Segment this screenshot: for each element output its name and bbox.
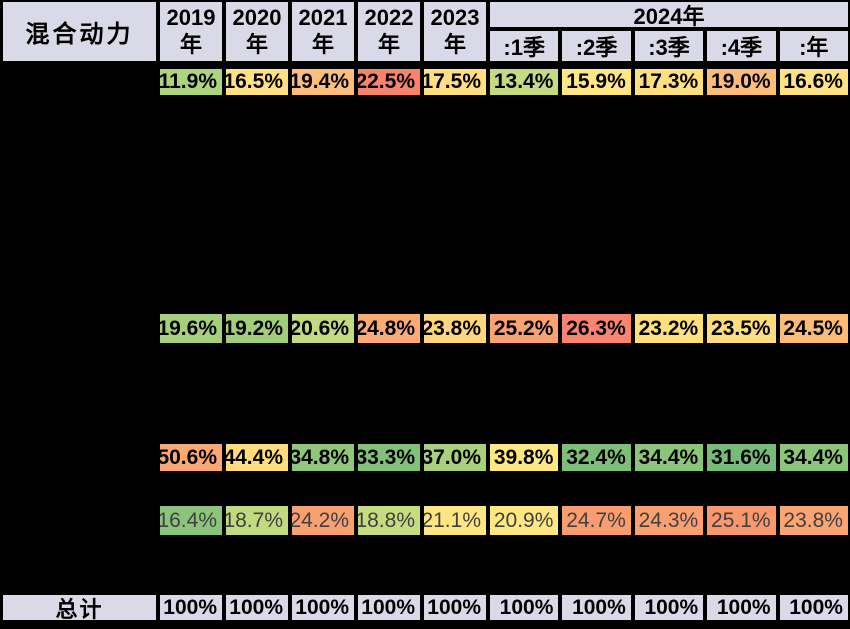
share-cell: 34.4% <box>777 442 850 473</box>
redacted-band-2 <box>0 345 850 442</box>
redacted-row-label <box>0 442 158 473</box>
share-cell: 16.4% <box>158 504 224 537</box>
total-cell: 100% <box>632 593 706 622</box>
redacted-row-label <box>0 67 158 97</box>
share-cell: 44.4% <box>224 442 290 473</box>
share-cell: 34.8% <box>290 442 356 473</box>
share-cell: 20.9% <box>488 504 561 537</box>
share-cell: 15.9% <box>560 67 633 97</box>
year-header-2023: 2023年 <box>422 0 488 63</box>
year-header-label: 2022年 <box>364 4 414 57</box>
share-cell: 19.2% <box>224 312 290 345</box>
quarter-header-year: :年 <box>777 29 850 63</box>
quarter-header-q4: :4季 <box>705 29 778 63</box>
share-cell: 19.6% <box>158 312 224 345</box>
share-cell: 37.0% <box>422 442 488 473</box>
year-header-2021: 2021年 <box>290 0 356 63</box>
share-cell: 13.4% <box>488 67 561 97</box>
total-cell: 100% <box>488 593 561 622</box>
share-cell: 31.6% <box>705 442 778 473</box>
share-cell: 16.5% <box>224 67 290 97</box>
group-header-2024: 2024年 <box>488 0 850 29</box>
total-cell: 100% <box>224 593 290 622</box>
total-cell: 100% <box>705 593 778 622</box>
share-cell: 25.1% <box>705 504 778 537</box>
share-cell: 23.5% <box>705 312 778 345</box>
year-header-label: 2021年 <box>298 4 348 57</box>
redacted-row-label <box>0 504 158 537</box>
total-row-label: 总计 <box>0 593 158 622</box>
redacted-band-1 <box>0 97 850 312</box>
year-header-2020: 2020年 <box>224 0 290 63</box>
share-cell: 17.3% <box>632 67 706 97</box>
share-cell: 18.8% <box>356 504 422 537</box>
corner-header: 混合动力 <box>0 0 158 63</box>
share-cell: 20.6% <box>290 312 356 345</box>
share-cell: 26.3% <box>560 312 633 345</box>
share-cell: 11.9% <box>158 67 224 97</box>
share-cell: 33.3% <box>356 442 422 473</box>
year-header-label: 2019年 <box>166 4 216 57</box>
share-cell: 23.2% <box>632 312 706 345</box>
share-cell: 22.5% <box>356 67 422 97</box>
total-cell: 100% <box>356 593 422 622</box>
total-cell: 100% <box>777 593 850 622</box>
quarter-header-q3: :3季 <box>632 29 706 63</box>
share-cell: 23.8% <box>422 312 488 345</box>
share-cell: 39.8% <box>488 442 561 473</box>
year-header-label: 2023年 <box>430 4 480 57</box>
share-cell: 25.2% <box>488 312 561 345</box>
share-cell: 21.1% <box>422 504 488 537</box>
year-header-2019: 2019年 <box>158 0 224 63</box>
share-cell: 32.4% <box>560 442 633 473</box>
share-cell: 19.0% <box>705 67 778 97</box>
total-cell: 100% <box>560 593 633 622</box>
share-cell: 34.4% <box>632 442 706 473</box>
total-cell: 100% <box>422 593 488 622</box>
redacted-row-label <box>0 312 158 345</box>
total-cell: 100% <box>158 593 224 622</box>
share-cell: 24.3% <box>632 504 706 537</box>
redacted-band-3 <box>0 473 850 504</box>
share-cell: 24.5% <box>777 312 850 345</box>
year-header-2022: 2022年 <box>356 0 422 63</box>
redacted-band-bottom <box>0 622 850 629</box>
year-header-label: 2020年 <box>232 4 282 57</box>
redacted-band-header-gap <box>0 63 850 67</box>
share-cell: 19.4% <box>290 67 356 97</box>
share-cell: 17.5% <box>422 67 488 97</box>
redacted-band-4 <box>0 537 850 593</box>
share-cell: 24.7% <box>560 504 633 537</box>
share-cell: 16.6% <box>777 67 850 97</box>
share-cell: 24.8% <box>356 312 422 345</box>
share-cell: 24.2% <box>290 504 356 537</box>
share-cell: 18.7% <box>224 504 290 537</box>
total-cell: 100% <box>290 593 356 622</box>
share-cell: 50.6% <box>158 442 224 473</box>
share-cell: 23.8% <box>777 504 850 537</box>
quarter-header-q2: :2季 <box>560 29 633 63</box>
quarter-header-q1: :1季 <box>488 29 561 63</box>
